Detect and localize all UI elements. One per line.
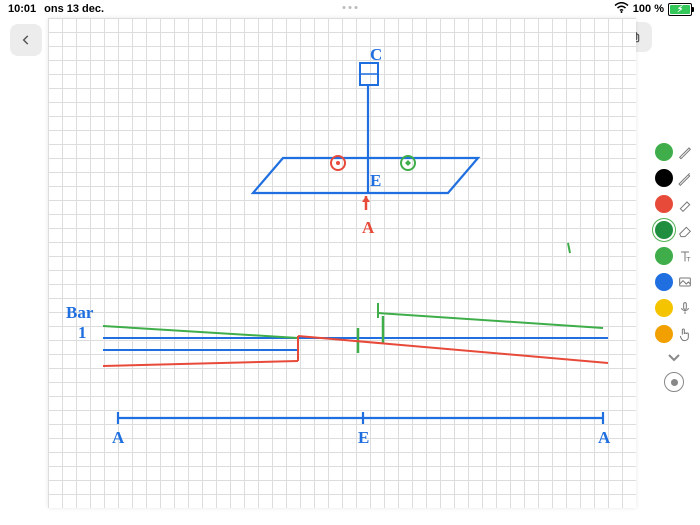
svg-text:E: E — [358, 428, 369, 447]
record-button[interactable] — [664, 372, 684, 392]
pencil-tool-icon[interactable] — [677, 170, 693, 186]
eraser-tool-icon[interactable] — [677, 222, 693, 238]
color-swatch-5[interactable] — [655, 273, 673, 291]
color-swatch-4[interactable] — [655, 247, 673, 265]
back-button[interactable] — [10, 24, 42, 56]
mic-tool-icon[interactable] — [677, 300, 693, 316]
wifi-icon — [614, 2, 629, 16]
battery-icon: ⚡︎ — [668, 3, 692, 16]
color-swatch-7[interactable] — [655, 325, 673, 343]
color-swatch-2[interactable] — [655, 195, 673, 213]
palette-expand-icon[interactable] — [665, 350, 683, 364]
multitask-handle[interactable] — [343, 6, 358, 9]
svg-text:1: 1 — [78, 323, 87, 342]
svg-text:E: E — [370, 171, 381, 190]
svg-text:A: A — [112, 428, 125, 447]
status-date: ons 13 dec. — [44, 3, 104, 15]
color-swatch-1[interactable] — [655, 169, 673, 187]
svg-text:C: C — [370, 45, 382, 64]
svg-text:Bar: Bar — [66, 303, 94, 322]
tool-palette — [654, 140, 694, 392]
pen-tool-icon[interactable] — [677, 144, 693, 160]
color-swatch-0[interactable] — [655, 143, 673, 161]
gesture-tool-icon[interactable] — [677, 326, 693, 342]
status-time: 10:01 — [8, 3, 36, 15]
drawing-canvas[interactable]: C E A Bar1 A E A — [48, 18, 636, 508]
text-tool-icon[interactable] — [677, 248, 693, 264]
color-swatch-6[interactable] — [655, 299, 673, 317]
status-bar: 10:01 ons 13 dec. 100 % ⚡︎ — [0, 0, 700, 18]
color-swatch-3[interactable] — [655, 221, 673, 239]
highlighter-tool-icon[interactable] — [677, 196, 693, 212]
image-tool-icon[interactable] — [677, 274, 693, 290]
svg-text:A: A — [362, 218, 375, 237]
sketch-layer: C E A Bar1 A E A — [48, 18, 636, 508]
battery-pct: 100 % — [633, 3, 664, 15]
svg-text:A: A — [598, 428, 611, 447]
